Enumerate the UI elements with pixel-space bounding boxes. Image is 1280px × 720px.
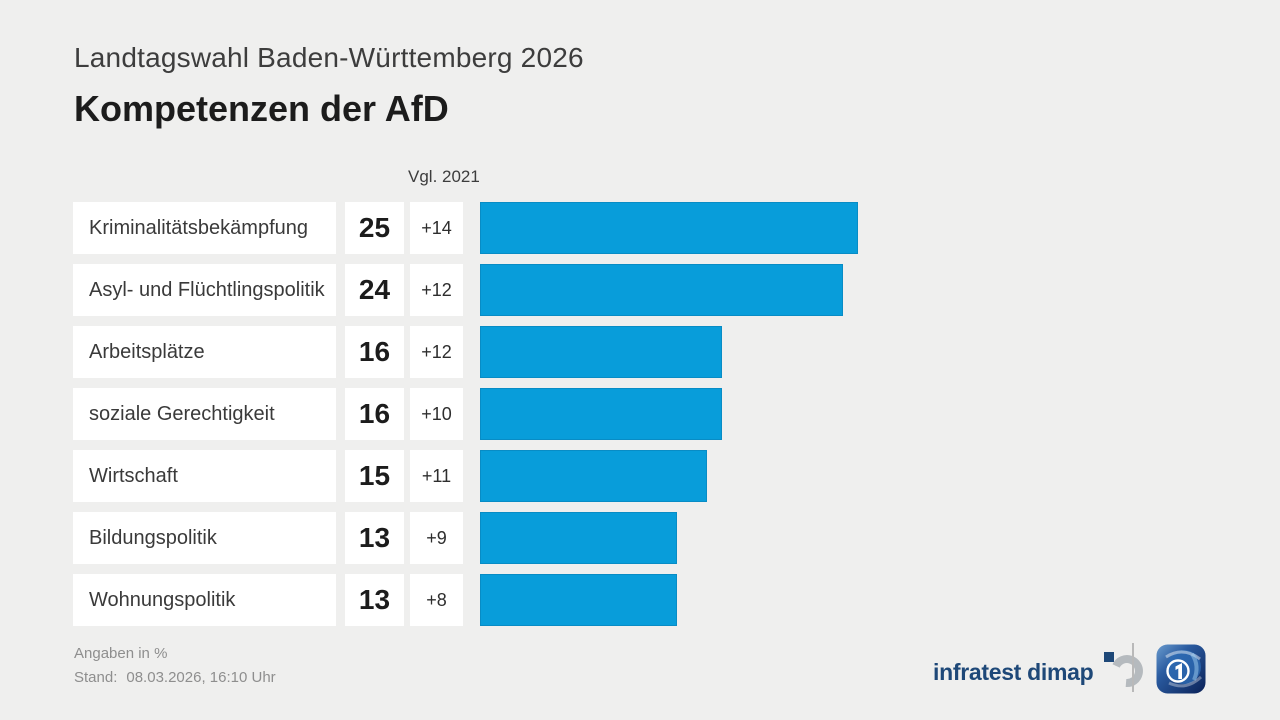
chart-row: Arbeitsplätze 16 +12 [73,326,858,378]
timestamp-label: Stand: [74,669,118,686]
diff-label: +11 [410,450,463,502]
chart-subtitle: Landtagswahl Baden-Württemberg 2026 [74,42,584,73]
timestamp-value: 08.03.2026, 16:10 Uhr [126,669,276,686]
tagesschau-icon [1156,644,1206,699]
category-label: Asyl- und Flüchtlingspolitik [73,264,336,316]
bar [480,264,843,316]
chart-row: Wohnungspolitik 13 +8 [73,574,858,626]
bar [480,450,707,502]
diff-label: +9 [410,512,463,564]
bar [480,326,722,378]
category-label: Wirtschaft [73,450,336,502]
category-label: Kriminalitätsbekämpfung [73,202,336,254]
bar [480,388,722,440]
chart-row: Kriminalitätsbekämpfung 25 +14 [73,202,858,254]
diff-label: +10 [410,388,463,440]
infratest-dimap-logo: infratest dimap [933,650,1144,695]
unit-note: Angaben in % [74,645,168,662]
diff-label: +12 [410,264,463,316]
chart-row: soziale Gerechtigkeit 16 +10 [73,388,858,440]
value-label: 13 [345,574,404,626]
category-label: soziale Gerechtigkeit [73,388,336,440]
diff-label: +14 [410,202,463,254]
diff-label: +12 [410,326,463,378]
bar [480,202,858,254]
value-label: 15 [345,450,404,502]
infratest-dimap-wordmark: infratest dimap [933,659,1094,685]
value-label: 25 [345,202,404,254]
value-label: 24 [345,264,404,316]
comparison-column-header: Vgl. 2021 [408,167,480,186]
chart-row: Bildungspolitik 13 +9 [73,512,858,564]
chart-title: Kompetenzen der AfD [74,88,449,129]
value-label: 16 [345,388,404,440]
value-label: 16 [345,326,404,378]
footer-divider [1132,643,1134,692]
chart-row: Wirtschaft 15 +11 [73,450,858,502]
category-label: Bildungspolitik [73,512,336,564]
timestamp: Stand: 08.03.2026, 16:10 Uhr [74,669,276,686]
category-label: Arbeitsplätze [73,326,336,378]
chart-row: Asyl- und Flüchtlingspolitik 24 +12 [73,264,858,316]
bar-chart: Kriminalitätsbekämpfung 25 +14 Asyl- und… [73,202,858,626]
category-label: Wohnungspolitik [73,574,336,626]
infratest-dimap-icon [1103,650,1144,695]
bar [480,574,677,626]
bar [480,512,677,564]
diff-label: +8 [410,574,463,626]
value-label: 13 [345,512,404,564]
